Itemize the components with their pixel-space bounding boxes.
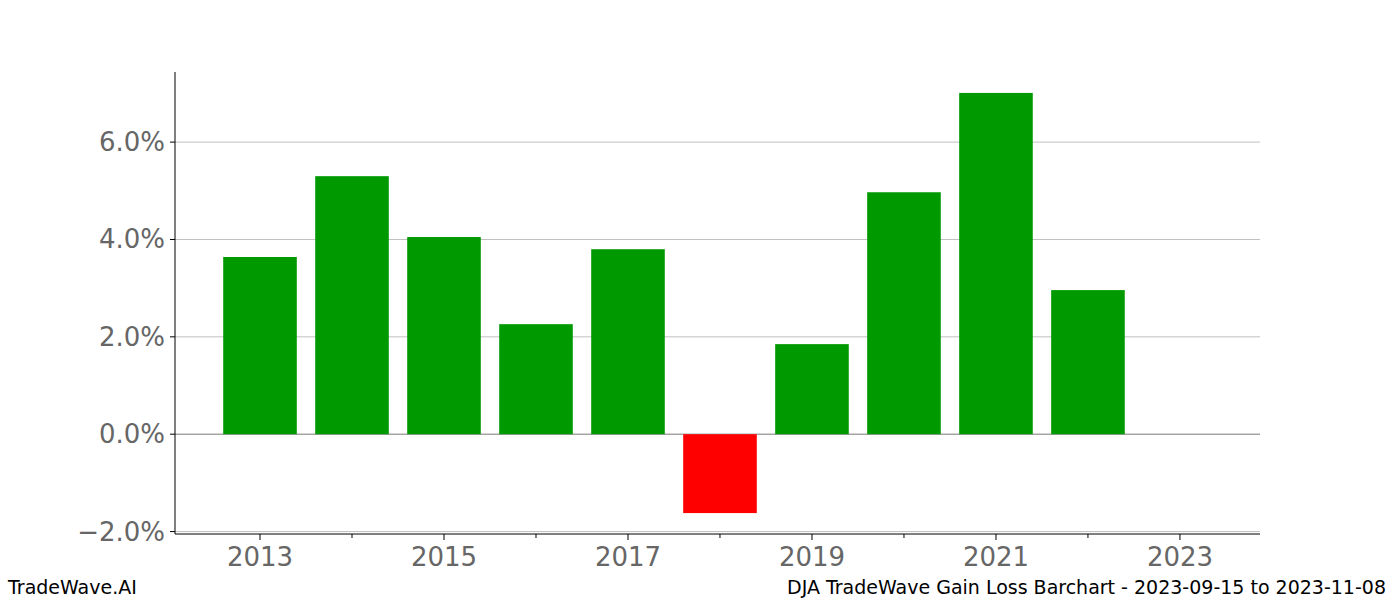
- x-minor-tick: [352, 534, 353, 538]
- x-axis: [175, 534, 1260, 535]
- y-tick: [170, 239, 175, 240]
- y-tick: [170, 336, 175, 337]
- y-tick-label: 6.0%: [99, 127, 165, 157]
- x-minor-tick: [1087, 534, 1088, 538]
- bar: [407, 237, 481, 434]
- y-tick-label: −2.0%: [77, 517, 165, 547]
- y-tick-label: 4.0%: [99, 224, 165, 254]
- bar: [591, 249, 665, 434]
- bar: [867, 192, 941, 434]
- x-tick-label: 2023: [1147, 542, 1213, 572]
- x-tick-label: 2013: [227, 542, 293, 572]
- bar: [1051, 290, 1125, 434]
- grid-line: [175, 142, 1260, 143]
- y-tick: [170, 434, 175, 435]
- title: DJA TradeWave Gain Loss Barchart - 2023-…: [787, 576, 1386, 598]
- x-minor-tick: [535, 534, 536, 538]
- x-tick-label: 2021: [963, 542, 1029, 572]
- y-tick-label: 0.0%: [99, 419, 165, 449]
- grid-line: [175, 531, 1260, 532]
- y-tick-label: 2.0%: [99, 322, 165, 352]
- x-tick: [995, 534, 996, 540]
- x-tick: [1179, 534, 1180, 540]
- y-tick: [170, 142, 175, 143]
- x-tick: [811, 534, 812, 540]
- x-tick-label: 2019: [779, 542, 845, 572]
- x-minor-tick: [719, 534, 720, 538]
- x-tick-label: 2017: [595, 542, 661, 572]
- x-tick: [260, 534, 261, 540]
- bar: [683, 434, 757, 513]
- x-tick-label: 2015: [411, 542, 477, 572]
- bar: [315, 176, 389, 434]
- y-axis: [175, 72, 176, 534]
- brand: TradeWave.AI: [7, 576, 137, 598]
- x-tick: [443, 534, 444, 540]
- x-minor-tick: [903, 534, 904, 538]
- chart: −2.0% 0.0% 2.0% 4.0% 6.0% 2013 2015 2017 2019 202…: [0, 0, 1400, 600]
- bar: [775, 344, 849, 434]
- y-tick: [170, 531, 175, 532]
- bar: [223, 257, 297, 434]
- bars: [223, 93, 1125, 513]
- x-tick: [627, 534, 628, 540]
- bar: [959, 93, 1033, 434]
- bar: [499, 324, 573, 434]
